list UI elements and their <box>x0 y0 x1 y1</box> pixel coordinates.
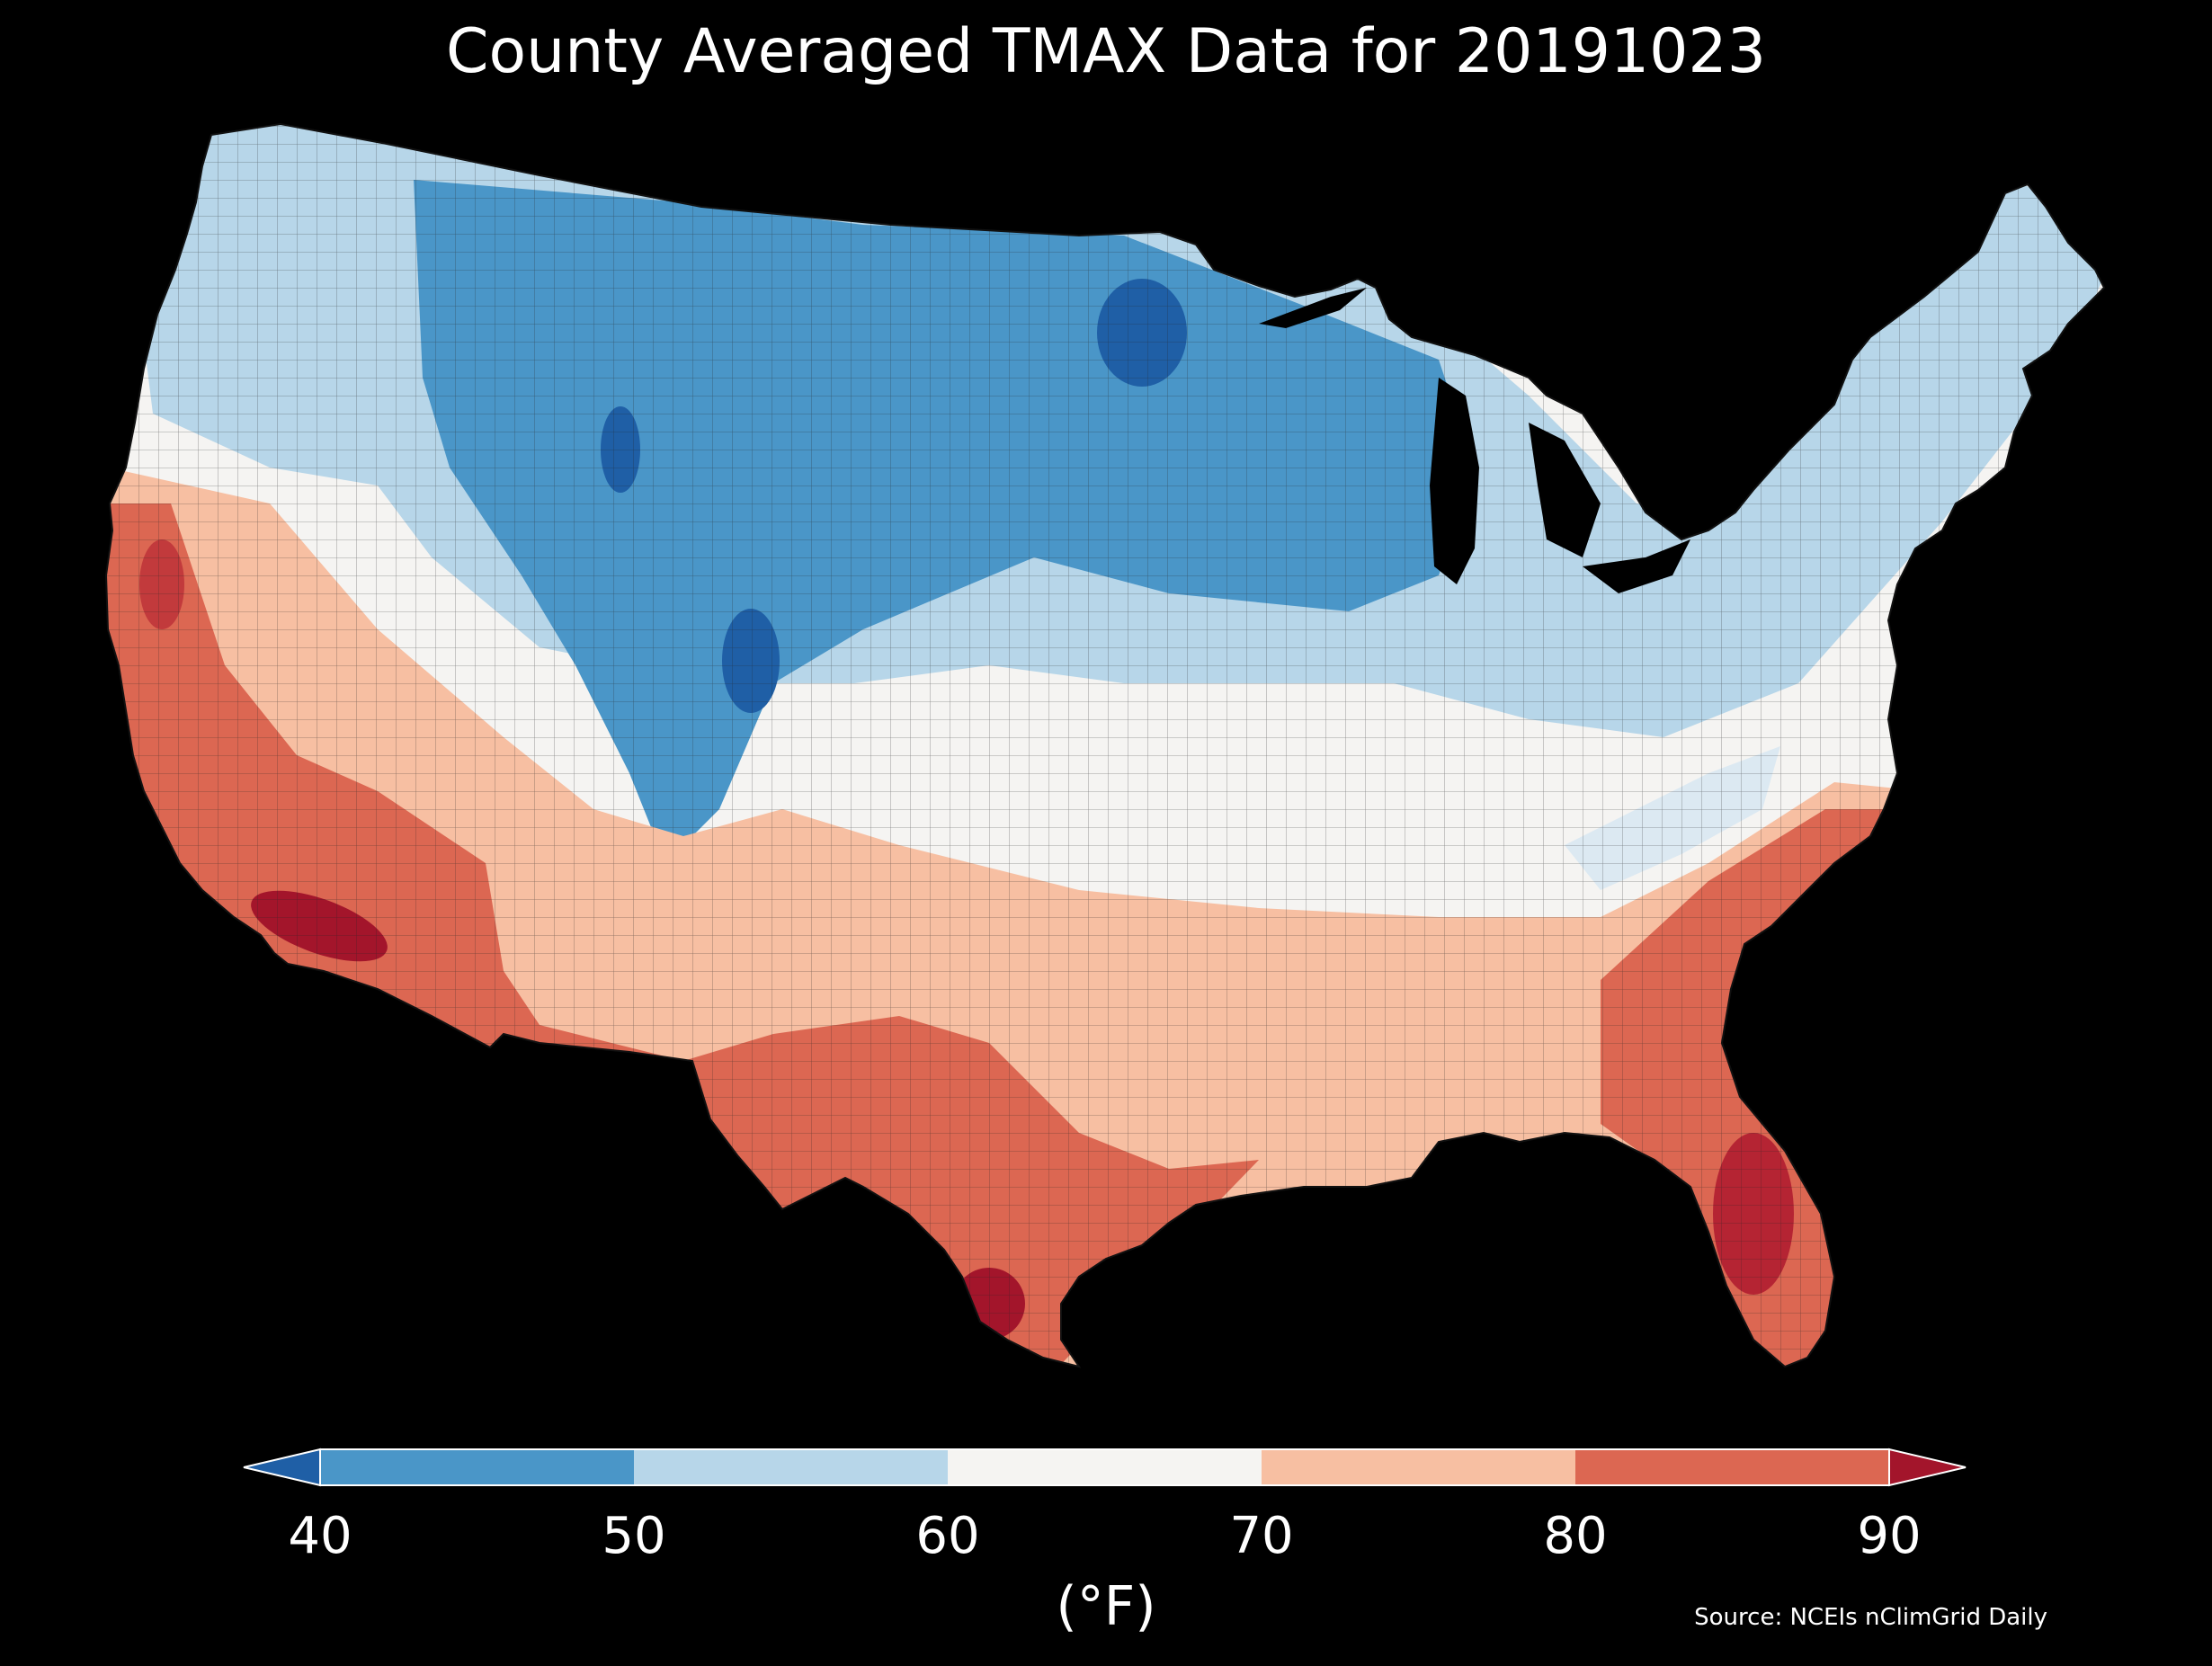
colorbar-tick-50: 50 <box>602 1507 666 1565</box>
colorbar-tick-40: 40 <box>288 1507 352 1565</box>
colorbar-tick-90: 90 <box>1857 1507 1922 1565</box>
colorbar-bin-70-80 <box>1262 1449 1575 1485</box>
colorbar-bin-50-60 <box>634 1449 948 1485</box>
great-lakes <box>1259 288 1690 593</box>
colorbar-outline <box>319 1448 1890 1486</box>
colorbar-tick-60: 60 <box>915 1507 980 1565</box>
source-note: Source: NCEIs nClimGrid Daily <box>1694 1604 2047 1631</box>
colorbar-bin-40-50 <box>320 1449 634 1485</box>
colorbar-arrow-high <box>1888 1448 1967 1487</box>
colorbar-tick-70: 70 <box>1229 1507 1294 1565</box>
colorbar-unit-label: (°F) <box>1056 1575 1156 1638</box>
map-title: County Averaged TMAX Data for 20191023 <box>446 16 1766 87</box>
colorbar-tick-80: 80 <box>1543 1507 1608 1565</box>
colorbar-bin-80-90 <box>1575 1449 1889 1485</box>
colorbar-arrow-low <box>243 1448 321 1487</box>
colorbar-bin-60-70 <box>948 1449 1262 1485</box>
